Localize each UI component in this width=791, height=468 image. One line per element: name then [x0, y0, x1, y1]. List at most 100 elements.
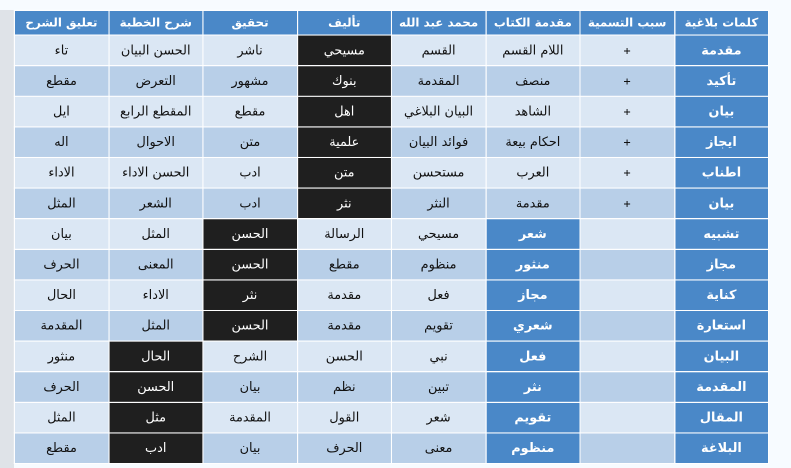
table-cell: نثر	[485, 371, 581, 403]
table-cell: المقطع الرابع	[108, 95, 204, 128]
table-cell: المقال	[673, 401, 770, 434]
table-cell: مستحسن	[390, 156, 487, 189]
table-row: اطناب + العرب مستحسن متن ادب الحسن الاداء الادا…	[13, 156, 770, 189]
table-cell: منظوم	[485, 432, 581, 464]
table-cell: +	[579, 95, 675, 128]
table-cell: نظم	[296, 371, 392, 403]
table-cell: فعل	[390, 279, 487, 311]
table-cell: الحرف	[13, 371, 110, 403]
table-cell: مقدمة	[673, 34, 770, 67]
table-cell: المقدمة	[673, 371, 770, 403]
table-cell: مقطع	[13, 432, 110, 464]
table-cell: تبين	[390, 371, 487, 403]
table-cell: منثور	[485, 248, 581, 281]
table-cell: المقدمة	[390, 65, 487, 97]
table-cell: كناية	[673, 279, 770, 311]
table-cell: ادب	[202, 187, 298, 220]
table-cell: منظوم	[390, 248, 487, 281]
table-cell	[579, 340, 675, 373]
table-cell	[579, 309, 675, 342]
table-cell: بيان	[202, 432, 298, 464]
table-cell: الاداء	[108, 279, 204, 311]
table-cell: المثل	[13, 401, 110, 434]
table-cell: منصف	[485, 65, 581, 97]
table-cell: ايل	[13, 95, 110, 128]
table-cell: نثر	[296, 187, 392, 220]
table-cell: بيان	[673, 95, 770, 128]
table-cell: معنى	[390, 432, 487, 464]
table-cell: الحسن	[202, 309, 298, 342]
table-cell: الحسن	[296, 340, 392, 373]
table-cell: المثل	[108, 309, 204, 342]
table-row: المقدمة نثر تبين نظم بيان الحسن الحرف	[13, 371, 770, 403]
table-cell: بيان	[202, 371, 298, 403]
table-cell: الحرف	[13, 248, 110, 281]
table-cell: تأكيد	[673, 65, 770, 97]
table-cell: ناشر	[202, 34, 298, 67]
table-cell: الحسن	[108, 371, 204, 403]
table-cell: فوائد البيان	[390, 126, 487, 158]
table-cell: ايجاز	[673, 126, 770, 158]
table-row: البيان فعل نبي الحسن الشرح الحال منثور	[13, 340, 770, 373]
table-cell: استعارة	[673, 309, 770, 342]
table-row: ايجاز + احكام بيعة فوائد البيان علمية متن الاح…	[13, 126, 770, 158]
table-cell: متن	[296, 156, 392, 189]
table-cell	[579, 371, 675, 403]
table-cell: الحال	[108, 340, 204, 373]
table-cell: ادب	[108, 432, 204, 464]
header-cell: تعليق الشرح	[13, 9, 110, 36]
table-cell	[579, 401, 675, 434]
table-cell: مشهور	[202, 65, 298, 97]
table-cell: مقدمة	[296, 279, 392, 311]
table-cell: النثر	[390, 187, 487, 220]
table-cell: الشرح	[202, 340, 298, 373]
table-cell: احكام بيعة	[485, 126, 581, 158]
header-cell: كلمات بلاغية	[673, 9, 770, 36]
table-cell: مقطع	[202, 95, 298, 128]
table-cell: القسم	[390, 34, 487, 67]
table-cell: الحسن	[202, 248, 298, 281]
table-cell: تشبيه	[673, 218, 770, 250]
table-row: المقال تقويم شعر القول المقدمة مثل المثل	[13, 401, 770, 434]
table-row: البلاغة منظوم معنى الحرف بيان ادب مقطع	[13, 432, 770, 464]
table-cell	[579, 279, 675, 311]
table-cell: اطناب	[673, 156, 770, 189]
table-cell: الشاهد	[485, 95, 581, 128]
table-cell: اله	[13, 126, 110, 158]
table-cell	[579, 432, 675, 464]
table-cell: مقدمة	[296, 309, 392, 342]
table-cell: نبي	[390, 340, 487, 373]
header-cell: تحقيق	[202, 9, 298, 36]
table-cell: مجاز	[673, 248, 770, 281]
table-cell: الحرف	[296, 432, 392, 464]
header-cell: شرح الخطبة	[108, 9, 204, 36]
table-cell: المقدمة	[202, 401, 298, 434]
header-cell: مقدمة الكتاب	[485, 9, 581, 36]
table-row: مجاز منثور منظوم مقطع الحسن المعنى الحرف	[13, 248, 770, 281]
table-row: تأكيد + منصف المقدمة بنوك مشهور التعرض مقطع	[13, 65, 770, 97]
table-row: تشبيه شعر مسيحي الرسالة الحسن المثل بيان	[13, 218, 770, 250]
page-edge-shadow	[0, 10, 14, 468]
table-cell: القول	[296, 401, 392, 434]
table-row: بيان + الشاهد البيان البلاغي اهل مقطع المقطع ا…	[13, 95, 770, 128]
table-cell: تقويم	[485, 401, 581, 434]
table-cell: المقدمة	[13, 309, 110, 342]
table-row: استعارة شعري تقويم مقدمة الحسن المثل المقدمة	[13, 309, 770, 342]
table-header-row: كلمات بلاغية سبب التسمية مقدمة الكتاب مح…	[13, 9, 770, 36]
table-cell: +	[579, 65, 675, 97]
table-cell: +	[579, 126, 675, 158]
table-cell: +	[579, 156, 675, 189]
table-cell: شعر	[390, 401, 487, 434]
table-cell: الاحوال	[108, 126, 204, 158]
table-cell: +	[579, 34, 675, 67]
table-cell: المثل	[13, 187, 110, 220]
table-cell: البيان البلاغي	[390, 95, 487, 128]
table-cell	[579, 218, 675, 250]
table-cell: تاء	[13, 34, 110, 67]
table-cell: شعري	[485, 309, 581, 342]
table-body: مقدمة + اللام القسم القسم مسيحي ناشر الحسن الب…	[13, 34, 770, 464]
data-table: كلمات بلاغية سبب التسمية مقدمة الكتاب مح…	[13, 9, 770, 464]
table-cell: الشعر	[108, 187, 204, 220]
table-cell: التعرض	[108, 65, 204, 97]
header-cell: سبب التسمية	[579, 9, 675, 36]
